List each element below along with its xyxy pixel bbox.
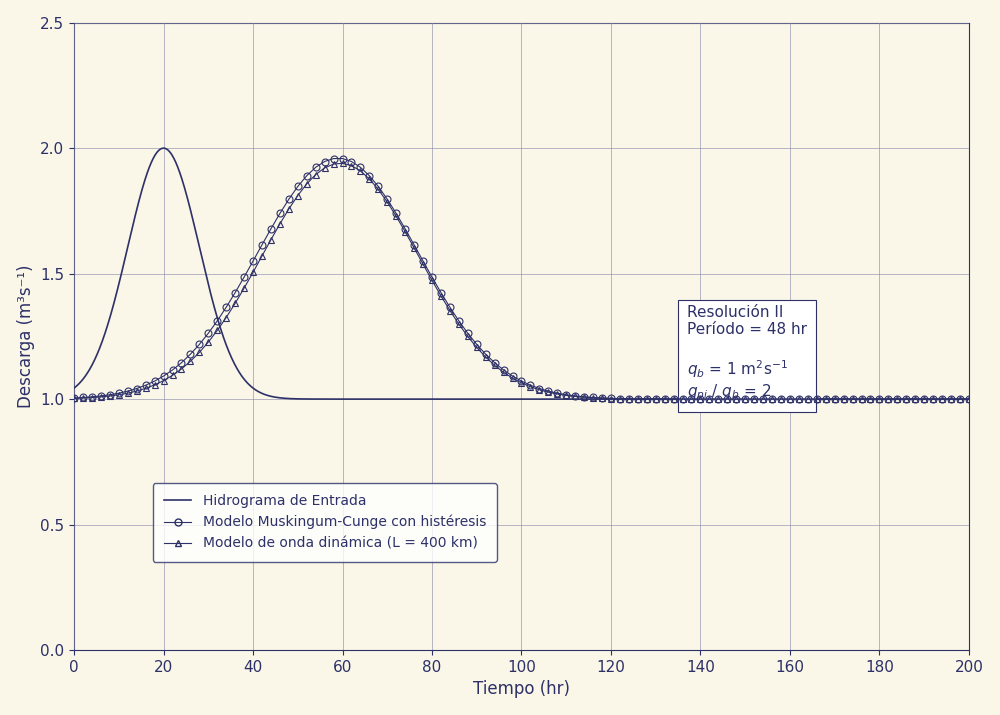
Modelo Muskingum-Cunge con histéresis	[292, 182, 304, 191]
Modelo Muskingum-Cunge con histéresis	[328, 154, 340, 163]
Modelo de onda dinámica (L = 400 km)	[292, 191, 304, 199]
X-axis label: Tiempo (hr): Tiempo (hr)	[473, 681, 570, 699]
Modelo de onda dinámica (L = 400 km)	[337, 159, 349, 167]
Line: Modelo de onda dinámica (L = 400 km): Modelo de onda dinámica (L = 400 km)	[71, 160, 972, 403]
Modelo de onda dinámica (L = 400 km)	[748, 395, 760, 403]
Hidrograma de Entrada	[158, 144, 170, 152]
Hidrograma de Entrada	[504, 395, 516, 403]
Modelo de onda dinámica (L = 400 km)	[963, 395, 975, 403]
Line: Modelo Muskingum-Cunge con histéresis: Modelo Muskingum-Cunge con histéresis	[71, 155, 972, 403]
Modelo Muskingum-Cunge con histéresis	[131, 384, 143, 393]
Hidrograma de Entrada	[963, 395, 975, 403]
Hidrograma de Entrada	[465, 395, 477, 403]
Modelo Muskingum-Cunge con histéresis	[489, 358, 501, 367]
Text: Resolución II
Período = 48 hr

$q_b$ = 1 m$^2$s$^{-1}$
$q_{pi}$ / $q_b$ = 2: Resolución II Período = 48 hr $q_b$ = 1 …	[687, 305, 807, 403]
Modelo de onda dinámica (L = 400 km)	[703, 395, 715, 403]
Modelo de onda dinámica (L = 400 km)	[614, 395, 626, 403]
Legend: Hidrograma de Entrada, Modelo Muskingum-Cunge con histéresis, Modelo de onda din: Hidrograma de Entrada, Modelo Muskingum-…	[153, 483, 497, 561]
Hidrograma de Entrada	[938, 395, 950, 403]
Modelo Muskingum-Cunge con histéresis	[68, 394, 80, 403]
Modelo Muskingum-Cunge con histéresis	[614, 394, 626, 403]
Modelo de onda dinámica (L = 400 km)	[489, 361, 501, 370]
Y-axis label: Descarga (m³s⁻¹): Descarga (m³s⁻¹)	[17, 265, 35, 408]
Modelo Muskingum-Cunge con histéresis	[748, 395, 760, 403]
Line: Hidrograma de Entrada: Hidrograma de Entrada	[74, 148, 969, 399]
Hidrograma de Entrada	[480, 395, 492, 403]
Modelo Muskingum-Cunge con histéresis	[703, 395, 715, 403]
Modelo de onda dinámica (L = 400 km)	[131, 387, 143, 395]
Modelo de onda dinámica (L = 400 km)	[68, 394, 80, 403]
Hidrograma de Entrada	[68, 384, 80, 393]
Hidrograma de Entrada	[937, 395, 949, 403]
Hidrograma de Entrada	[774, 395, 786, 403]
Hidrograma de Entrada	[114, 276, 126, 285]
Modelo Muskingum-Cunge con histéresis	[963, 395, 975, 403]
